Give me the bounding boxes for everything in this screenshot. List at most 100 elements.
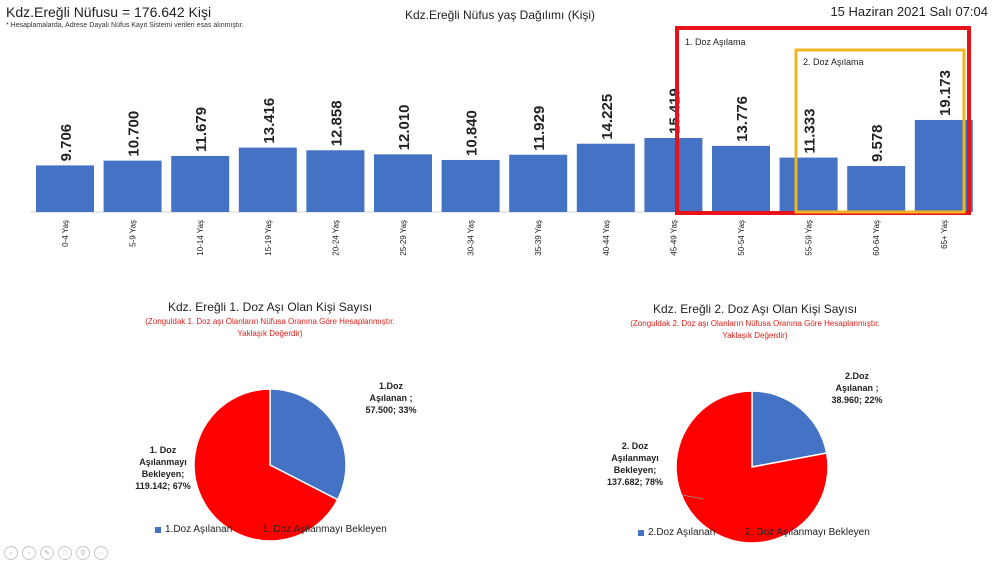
pie1-label-waiting-line: Aşılanmayı — [139, 457, 187, 467]
pie2-label-vaccinated: 2.Doz Aşılanan ; 38.960; 22% — [812, 370, 902, 406]
x-tick-label: 45-49 Yaş — [669, 220, 678, 256]
datetime: 15 Haziran 2021 Salı 07:04 — [830, 4, 988, 19]
bar-value-label: 11.333 — [802, 109, 819, 154]
bar-chart-title: Kdz.Ereğli Nüfus yaş Dağılımı (Kişi) — [404, 8, 596, 22]
pie2-label-vaccinated-line: Aşılanan ; — [835, 383, 879, 393]
pie1-label-waiting-line: 119.142; 67% — [135, 481, 191, 491]
x-tick-label: 5-9 Yaş — [129, 220, 138, 247]
pie1-subtitle-line2: Yaklaşık Değerdir) — [237, 329, 303, 338]
pie2-label-waiting-line: 137.682; 78% — [606, 477, 664, 487]
pie2-label-vaccinated-line: 2.Doz — [844, 371, 869, 381]
pie1-label-vaccinated-line: Aşılanan ; — [369, 393, 413, 403]
more-icon[interactable]: ⋯ — [94, 546, 108, 560]
bar-value-label: 9.706 — [58, 124, 75, 162]
pie2-title: Kdz. Ereğli 2. Doz Aşı Olan Kişi Sayısı — [652, 302, 858, 316]
data-source-note: * Hesaplamalarda, Adrese Dayalı Nüfus Ka… — [6, 22, 244, 29]
pie1-legend-item: 1. Doz Aşılanmayı Bekleyen — [252, 524, 387, 535]
bar — [644, 137, 703, 212]
pie2-subtitle-line1: (Zonguldak 2. Doz aşı Olanların Nüfusa O… — [630, 319, 880, 328]
pie2-label-waiting-line: 2. Doz — [621, 441, 649, 451]
bar-value-label: 14.225 — [599, 94, 616, 140]
pen-icon[interactable]: ✎ — [40, 546, 54, 560]
pie2-subtitle-line2: Yaklaşık Değerdir) — [722, 331, 788, 340]
bar — [238, 147, 297, 212]
second-dose-box-label: 2. Doz Aşılama — [803, 57, 864, 67]
second-dose-highlight-box — [794, 48, 966, 214]
legend-swatch — [252, 526, 259, 533]
pie2-label-waiting-line: Aşılanmayı — [611, 453, 659, 463]
bar — [306, 150, 365, 212]
x-tick-label: 20-24 Yaş — [331, 220, 340, 256]
pie2-chart — [675, 390, 829, 544]
pie-slice — [269, 388, 347, 501]
pie2-legend: 2.Doz Aşılanan 2. Doz Aşılanmayı Bekleye… — [638, 527, 884, 538]
pie-slice — [751, 390, 828, 468]
prev-slide-icon[interactable]: ‹ — [4, 546, 18, 560]
pie-slice — [675, 390, 829, 544]
x-tick-label: 35-39 Yaş — [534, 220, 543, 256]
x-tick-label: 30-34 Yaş — [467, 220, 476, 256]
bar — [171, 155, 230, 212]
pie1-legend-item: 1.Doz Aşılanan — [155, 524, 232, 535]
legend-swatch — [638, 529, 644, 536]
legend-swatch — [155, 526, 161, 533]
pie2-label-vaccinated-line: 38.960; 22% — [831, 395, 883, 405]
x-tick-label: 0-4 Yaş — [61, 220, 70, 247]
first-dose-box-label: 1. Doz Aşılama — [685, 37, 746, 47]
bar — [103, 160, 162, 212]
bar-value-label: 12.010 — [396, 104, 413, 150]
x-tick-label: 15-19 Yaş — [264, 220, 273, 256]
x-tick-label: 25-29 Yaş — [399, 220, 408, 256]
x-tick-label: 10-14 Yaş — [196, 220, 205, 256]
next-slide-icon[interactable]: › — [22, 546, 36, 560]
pie1-chart — [193, 388, 347, 542]
legend-text: 2. Doz Aşılanmayı Bekleyen — [745, 527, 870, 538]
legend-text: 2.Doz Aşılanan — [648, 527, 716, 538]
pie1-label-vaccinated-line: 1.Doz — [378, 381, 403, 391]
bar — [576, 143, 635, 212]
age-distribution-bar-chart: 9.706 0-4 Yaş 10.700 5-9 Yaş 11.679 10-14 Yaş… — [30, 26, 973, 256]
pie1-label-vaccinated-line: 57.500; 33% — [365, 405, 417, 415]
bar-value-label: 19.173 — [937, 70, 954, 116]
bar — [779, 157, 838, 212]
bar-value-label: 12.858 — [328, 100, 345, 146]
bar-value-label: 9.578 — [869, 124, 886, 162]
bar-value-label: 10.840 — [464, 110, 481, 156]
pie2-label-waiting: 2. Doz Aşılanmayı Bekleyen; 137.682; 78% — [590, 440, 680, 488]
legend-text: 1. Doz Aşılanmayı Bekleyen — [262, 524, 387, 535]
pie2-legend-item: 2.Doz Aşılanan — [638, 527, 715, 538]
bar — [36, 165, 94, 212]
pie1-legend: 1.Doz Aşılanan 1. Doz Aşılanmayı Bekleye… — [155, 524, 401, 535]
slides-icon[interactable]: □ — [58, 546, 72, 560]
pie2-legend-item: 2. Doz Aşılanmayı Bekleyen — [735, 527, 870, 538]
x-tick-label: 40-44 Yaş — [602, 220, 611, 256]
legend-swatch — [735, 529, 742, 536]
leader-line — [681, 494, 705, 500]
bar — [509, 154, 568, 212]
zoom-icon[interactable]: ⚲ — [76, 546, 90, 560]
bar-value-label: 10.700 — [126, 111, 143, 157]
bar-value-label: 15.419 — [666, 88, 683, 134]
pie1-label-waiting-line: 1. Doz — [149, 445, 177, 455]
bar — [712, 145, 770, 212]
pie1-label-waiting: 1. Doz Aşılanmayı Bekleyen; 119.142; 67% — [118, 444, 208, 492]
x-tick-label: 55-59 Yaş — [805, 220, 814, 256]
pie-slice — [193, 388, 339, 542]
pie1-label-vaccinated: 1.Doz Aşılanan ; 57.500; 33% — [346, 380, 436, 416]
bar-value-label: 13.776 — [734, 96, 751, 142]
pie1-subtitle-line1: (Zonguldak 1. Doz aşı Olanların Nüfusa O… — [145, 317, 395, 326]
x-tick-label: 60-64 Yaş — [872, 220, 881, 256]
legend-text: 1.Doz Aşılanan — [165, 524, 233, 535]
bar — [847, 166, 906, 212]
pie2-label-waiting-line: Bekleyen; — [613, 465, 657, 475]
pie1-title: Kdz. Ereğli 1. Doz Aşı Olan Kişi Sayısı — [167, 300, 373, 314]
slide-controls: ‹ › ✎ □ ⚲ ⋯ — [4, 546, 108, 560]
bar — [441, 159, 500, 212]
x-tick-label: 65+ Yaş — [940, 220, 949, 249]
population-title: Kdz.Ereğli Nüfusu = 176.642 Kişi — [6, 4, 212, 20]
bar-value-label: 11.929 — [531, 106, 548, 151]
bar-value-label: 13.416 — [261, 98, 278, 144]
bar-value-label: 11.679 — [193, 107, 210, 152]
bar — [374, 154, 432, 212]
x-tick-label: 50-54 Yaş — [737, 220, 746, 256]
